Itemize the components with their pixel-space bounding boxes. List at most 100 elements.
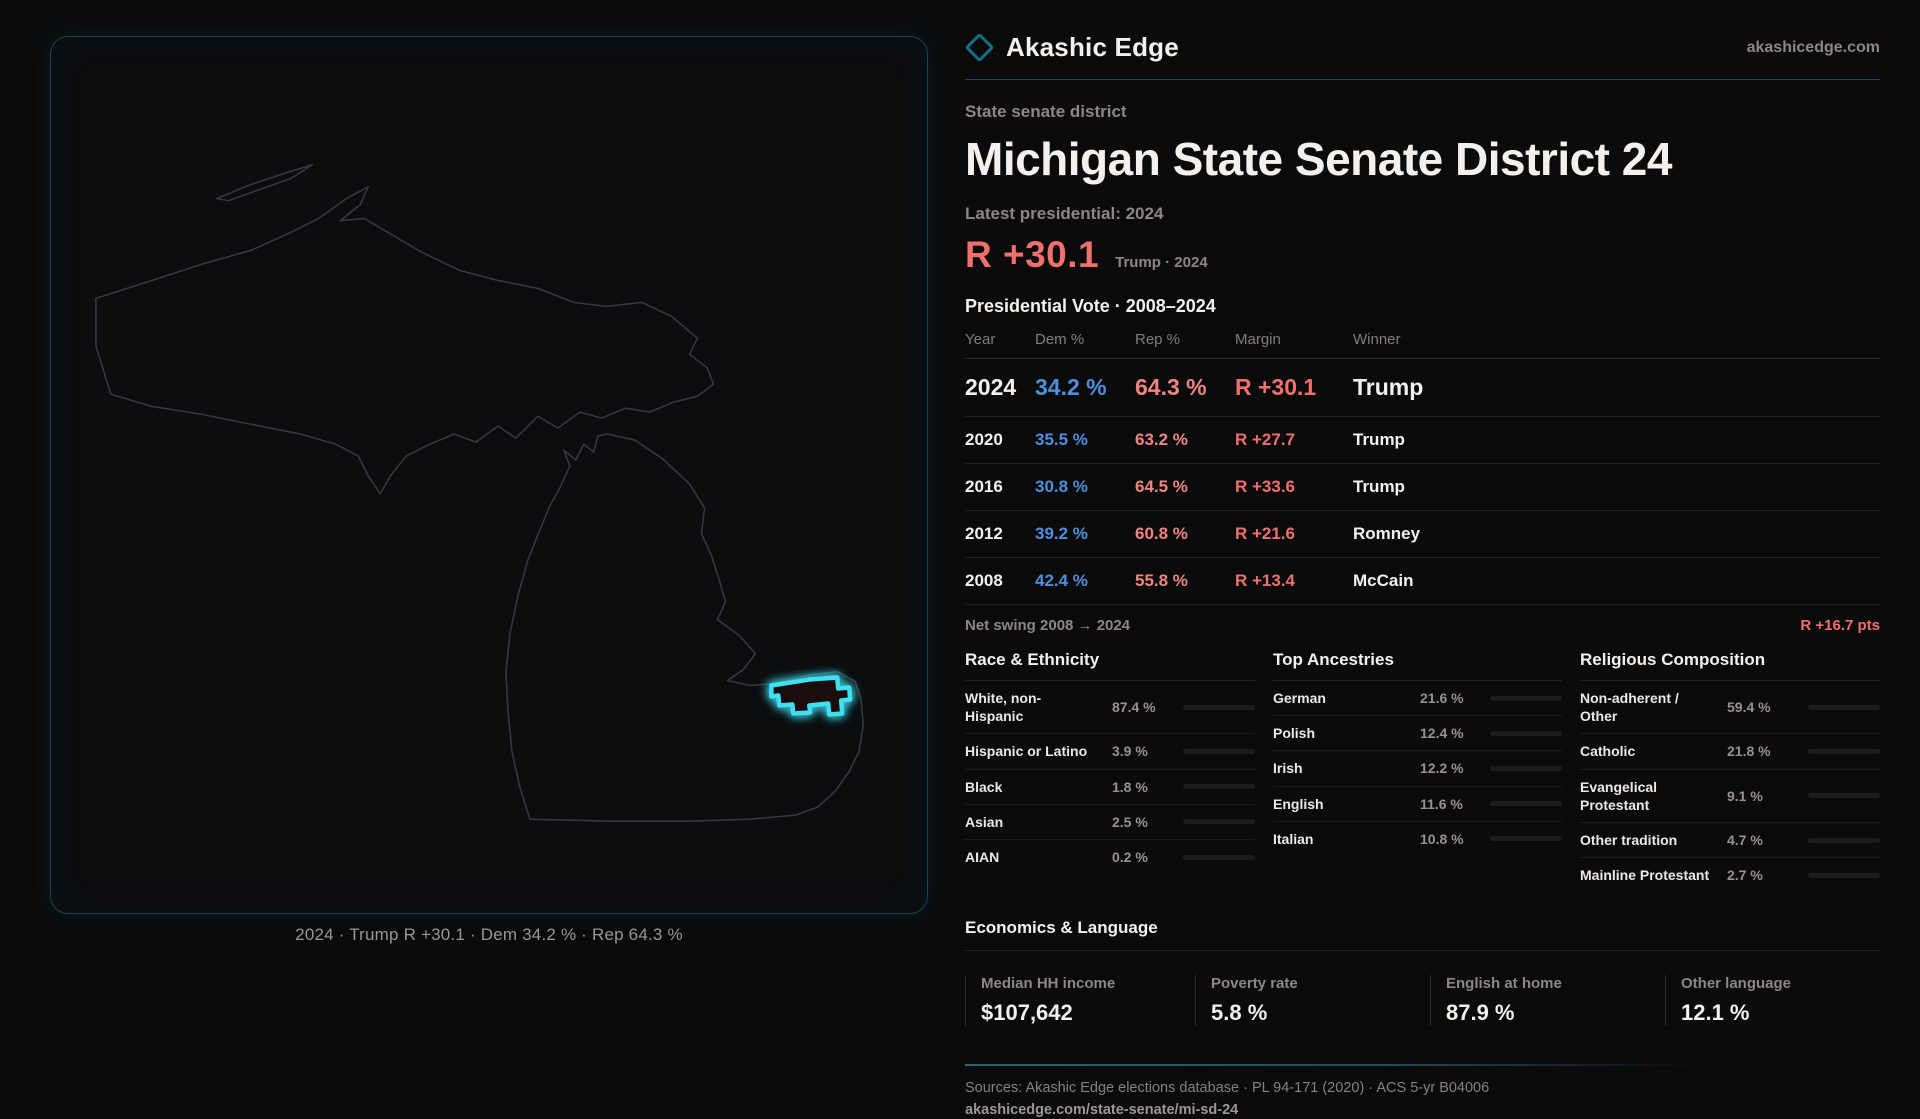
cell-margin: R +21.6	[1235, 524, 1296, 543]
col-dem: Dem %	[1035, 331, 1085, 348]
cell-winner: Trump	[1353, 374, 1424, 400]
cell-rep: 55.8 %	[1135, 571, 1188, 590]
net-swing-value: R +16.7 pts	[1800, 617, 1880, 634]
col-winner: Winner	[1353, 331, 1401, 348]
cell-margin: R +13.4	[1235, 571, 1296, 590]
cell-rep: 64.3 %	[1135, 374, 1207, 400]
map-caption: 2024 · Trump R +30.1 · Dem 34.2 % · Rep …	[295, 925, 683, 944]
cell-year: 2012	[965, 524, 1003, 543]
list-item: German 21.6 %	[1273, 681, 1562, 717]
footer-divider	[965, 1064, 1880, 1067]
mini-bar	[1183, 704, 1255, 710]
list-item: Evangelical Protestant 9.1 %	[1580, 770, 1880, 823]
religious-composition-column: Religious Composition Non-adherent / Oth…	[1580, 650, 1880, 892]
cell-rep: 63.2 %	[1135, 430, 1188, 449]
net-swing-label: Net swing 2008 → 2024	[965, 617, 1131, 634]
col-margin: Margin	[1235, 331, 1281, 348]
list-item: Hispanic or Latino 3.9 %	[965, 734, 1255, 770]
list-item: White, non- Hispanic 87.4 %	[965, 681, 1255, 735]
list-item: Polish 12.4 %	[1273, 716, 1562, 752]
mini-bar	[1183, 748, 1255, 754]
cell-rep: 64.5 %	[1135, 477, 1188, 496]
cell-year: 2020	[965, 430, 1003, 449]
cell-margin: R +30.1	[1235, 374, 1317, 400]
latest-presidential-label: Latest presidential: 2024	[965, 204, 1164, 223]
list-item: Mainline Protestant 2.7 %	[1580, 858, 1880, 892]
cell-margin: R +27.7	[1235, 430, 1296, 449]
mini-bar	[1490, 730, 1562, 736]
report-panel: Akashic Edge akashicedge.com State senat…	[964, 0, 1880, 1119]
economics-divider	[965, 950, 1880, 952]
cell-dem: 39.2 %	[1035, 524, 1088, 543]
cell-dem: 30.8 %	[1035, 477, 1088, 496]
economics-stats: Median HH income $107,642 Poverty rate 5…	[965, 975, 1880, 1027]
cell-dem: 34.2 %	[1035, 374, 1107, 400]
headline-margin-context: Trump · 2024	[1115, 254, 1208, 271]
header-bar: Akashic Edge akashicedge.com	[964, 32, 1880, 63]
list-item: Italian 10.8 %	[1273, 822, 1562, 856]
header-divider	[965, 79, 1880, 80]
mini-bar	[1808, 748, 1880, 754]
list-item: AIAN 0.2 %	[965, 840, 1255, 874]
cell-winner: McCain	[1353, 571, 1414, 590]
cell-year: 2008	[965, 571, 1003, 590]
brand-site-link[interactable]: akashicedge.com	[1746, 38, 1880, 56]
district-shape	[769, 675, 853, 717]
mini-bar	[1490, 695, 1562, 701]
mini-bar	[1808, 872, 1880, 878]
table-row: 2024 34.2 % 64.3 % R +30.1 Trump	[965, 359, 1880, 417]
cell-margin: R +33.6	[1235, 477, 1296, 496]
table-row: 2012 39.2 % 60.8 % R +21.6 Romney	[965, 511, 1880, 558]
mini-bar	[1490, 801, 1562, 807]
cell-winner: Romney	[1353, 524, 1421, 543]
vote-table-header: Year Dem % Rep % Margin Winner	[965, 331, 1880, 359]
list-item: English 11.6 %	[1273, 787, 1562, 822]
mini-bar	[1808, 704, 1880, 710]
stat-english-at-home: English at home 87.9 %	[1430, 975, 1665, 1027]
stat-median-hh-income: Median HH income $107,642	[965, 975, 1195, 1027]
table-row: 2008 42.4 % 55.8 % R +13.4 McCain	[965, 558, 1880, 605]
mini-bar	[1183, 854, 1255, 860]
list-item: Other tradition 4.7 %	[1580, 823, 1880, 859]
cell-winner: Trump	[1353, 430, 1405, 449]
mini-bar	[1490, 836, 1562, 842]
top-ancestries-title: Top Ancestries	[1273, 650, 1562, 681]
net-swing-row: Net swing 2008 → 2024 R +16.7 pts	[965, 617, 1880, 634]
permalink[interactable]: akashicedge.com/state-senate/mi-sd-24	[965, 1102, 1239, 1119]
list-item: Irish 12.2 %	[1273, 751, 1562, 787]
lower-peninsula-outline	[505, 433, 864, 823]
race-ethnicity-title: Race & Ethnicity	[965, 650, 1255, 681]
cell-rep: 60.8 %	[1135, 524, 1188, 543]
list-item: Non-adherent / Other 59.4 %	[1580, 681, 1880, 735]
cell-dem: 35.5 %	[1035, 430, 1088, 449]
page-title: Michigan State Senate District 24	[965, 133, 1672, 185]
mini-bar	[1183, 819, 1255, 825]
table-row: 2016 30.8 % 64.5 % R +33.6 Trump	[965, 464, 1880, 511]
mini-bar	[1183, 784, 1255, 790]
headline-margin-value: R +30.1	[965, 234, 1100, 275]
michigan-map	[95, 163, 864, 823]
mini-bar	[1808, 793, 1880, 799]
brand-diamond-icon	[964, 32, 995, 63]
col-year: Year	[965, 331, 996, 348]
cell-dem: 42.4 %	[1035, 571, 1088, 590]
list-item: Black 1.8 %	[965, 770, 1255, 805]
kicker-label: State senate district	[965, 102, 1127, 121]
demographics-section: Race & Ethnicity White, non- Hispanic 87…	[965, 650, 1880, 892]
headline-margin-row: R +30.1 Trump · 2024	[965, 234, 1880, 276]
stat-poverty-rate: Poverty rate 5.8 %	[1195, 975, 1430, 1027]
cell-winner: Trump	[1353, 477, 1405, 496]
vote-table-title: Presidential Vote · 2008–2024	[965, 296, 1216, 316]
list-item: Catholic 21.8 %	[1580, 734, 1880, 770]
isle-royale-outline	[215, 163, 314, 202]
list-item: Asian 2.5 %	[965, 805, 1255, 840]
religious-composition-title: Religious Composition	[1580, 650, 1880, 681]
col-rep: Rep %	[1135, 331, 1181, 348]
upper-peninsula-outline	[95, 185, 715, 495]
economics-title: Economics & Language	[965, 918, 1158, 938]
cell-year: 2016	[965, 477, 1003, 496]
presidential-vote-table: Year Dem % Rep % Margin Winner 2024 34.2…	[965, 331, 1880, 605]
cell-year: 2024	[965, 374, 1017, 400]
mini-bar	[1808, 837, 1880, 843]
stat-other-language: Other language 12.1 %	[1665, 975, 1880, 1027]
